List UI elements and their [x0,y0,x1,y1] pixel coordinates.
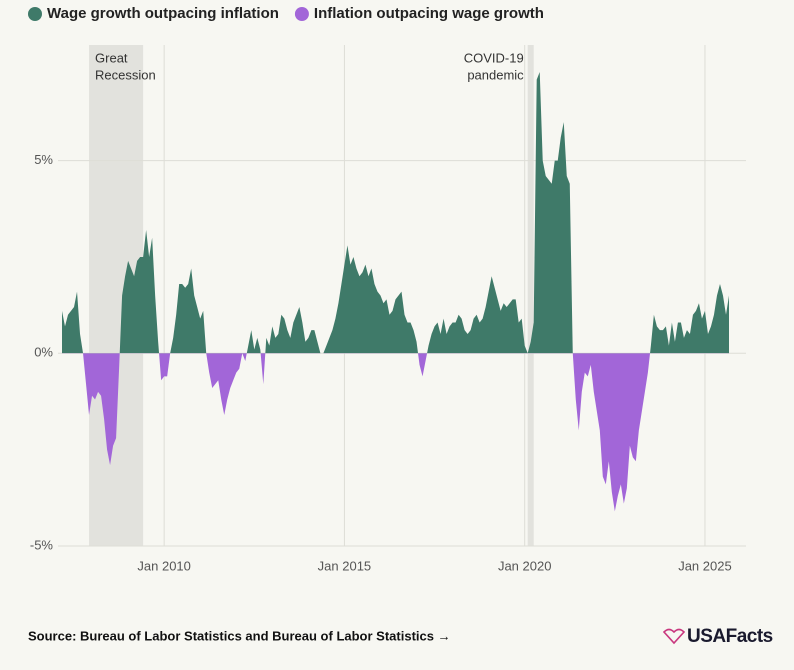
y-tick-label: -5% [30,537,54,552]
y-tick-label: 0% [34,345,53,360]
band-label: COVID-19 [464,50,524,65]
x-tick-label: Jan 2010 [137,558,191,573]
brand-icon [662,628,686,645]
band-label: pandemic [467,67,524,82]
legend-swatch [28,7,42,21]
bands [89,45,534,546]
brand-logo: USAFacts [662,626,773,647]
legend-label: Wage growth outpacing inflation [47,5,279,22]
labels: Wage growth outpacing inflation Inflation… [28,5,732,573]
y-tick-label: 5% [34,152,53,167]
x-tick-label: Jan 2020 [498,558,552,573]
shaded-band [527,45,534,546]
x-tick-label: Jan 2025 [678,558,732,573]
band-label: Recession [95,67,156,82]
band-label: Great [95,50,128,65]
brand-name: USAFacts [687,626,773,647]
legend-label: Inflation outpacing wage growth [314,5,544,22]
areas [62,71,729,512]
legend-swatch [294,7,309,21]
area-negative [62,353,729,512]
area-positive [62,71,729,354]
x-tick-label: Jan 2015 [318,558,372,573]
source: Source: Bureau of Labor Statistics and B… [28,628,451,643]
